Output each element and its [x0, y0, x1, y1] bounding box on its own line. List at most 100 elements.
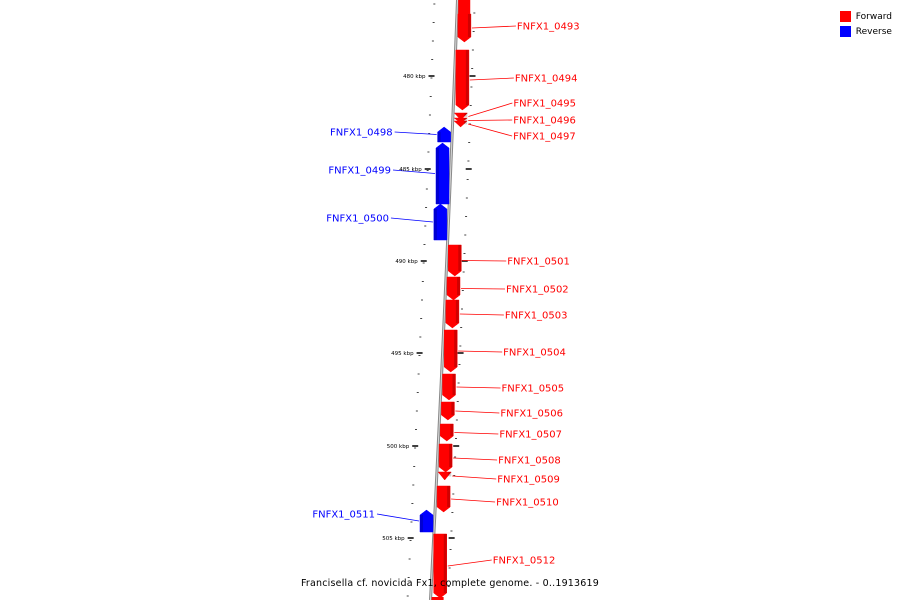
gene-label: FNFX1_0504	[503, 348, 566, 359]
gene-arrow	[445, 299, 460, 329]
leader-line	[469, 77, 514, 81]
leader-line	[462, 260, 507, 262]
leader-line	[456, 386, 501, 389]
gene-label: FNFX1_0503	[505, 311, 568, 322]
gene-arrow	[433, 203, 448, 241]
gene-arrow	[435, 142, 450, 205]
gene-arrow	[453, 112, 468, 121]
gene-arrow	[436, 485, 451, 513]
gene-shade	[465, 50, 469, 105]
leader-line	[471, 25, 516, 29]
gene-arrow	[453, 117, 468, 124]
gene-shade	[443, 534, 447, 593]
gene-shade	[467, 14, 471, 37]
gene-shade	[451, 402, 455, 415]
gene-shade	[450, 424, 454, 436]
gene-shade	[448, 472, 452, 477]
gene-shade	[455, 300, 459, 323]
gene-label: FNFX1_0501	[507, 257, 570, 268]
leader-line	[451, 498, 496, 503]
leader-line	[468, 119, 513, 121]
leader-line	[376, 513, 420, 522]
leader-line	[458, 350, 503, 353]
scale-label: 480 kbp	[403, 74, 426, 80]
gene-arrow	[455, 49, 470, 111]
gene-arrow	[457, 13, 472, 43]
leader-line	[390, 217, 433, 223]
scale-ticks	[406, 3, 476, 597]
gene-shade	[420, 515, 424, 532]
leader-line	[459, 313, 504, 316]
leader-line	[467, 123, 513, 137]
gene-label: FNFX1_0496	[513, 116, 576, 127]
leader-line	[454, 432, 499, 435]
leader-line	[453, 457, 498, 461]
scale-label: 500 kbp	[387, 444, 410, 450]
gene-label: FNFX1_0498	[330, 128, 393, 139]
gene-shade	[464, 113, 468, 117]
leader-line	[468, 102, 513, 117]
gene-label: FNFX1_0507	[499, 430, 562, 441]
gene-arrow	[443, 329, 458, 373]
gene-arrow	[446, 276, 461, 301]
gene-shade	[458, 245, 462, 271]
legend-label-reverse: Reverse	[855, 26, 892, 37]
gene-arrow	[448, 244, 462, 277]
gene-arrow	[437, 471, 452, 481]
gene-label: FNFX1_0512	[493, 556, 556, 567]
scale-label: 505 kbp	[382, 536, 405, 542]
leader-line	[452, 475, 497, 480]
gene-label: FNFX1_0511	[312, 510, 375, 521]
gene-label: FNFX1_0502	[506, 285, 569, 296]
gene-arrow	[438, 443, 453, 473]
gene-label: FNFX1_0500	[326, 214, 389, 225]
forward-swatch	[839, 11, 851, 22]
gene-shade	[436, 148, 440, 204]
backbone-highlight	[430, 0, 458, 600]
gene-arrow	[433, 533, 447, 599]
gene-label: FNFX1_0509	[497, 475, 560, 486]
gene-label: FNFX1_0508	[498, 456, 561, 467]
gene-shade	[454, 330, 458, 367]
legend-item-forward: Forward	[839, 9, 892, 24]
gene-label: FNFX1_0497	[513, 132, 576, 143]
leader-line	[392, 169, 436, 174]
gene-arrow	[441, 401, 455, 421]
gene-shade	[464, 121, 468, 125]
gene-arrow	[442, 373, 456, 401]
gene-arrow	[437, 126, 451, 143]
gene-shade	[464, 118, 468, 121]
gene-label: FNFX1_0506	[500, 409, 563, 420]
reverse-swatch	[839, 26, 851, 37]
gene-shade	[433, 209, 437, 240]
scale-label: 485 kbp	[399, 167, 422, 173]
gene-shade	[447, 486, 451, 507]
gene-shade	[452, 374, 456, 395]
gene-arrow	[431, 597, 444, 600]
gene-shade	[437, 132, 441, 142]
leader-line	[455, 410, 500, 414]
gene-arrow	[440, 423, 454, 442]
gene-features: FNFX1_0493 FNFX1_0494 FNFX1_0495 FNFX1_0496…	[312, 0, 580, 600]
scale-label: 490 kbp	[395, 259, 418, 265]
gene-arrow	[453, 120, 468, 128]
gene-label: FNFX1_0493	[517, 22, 580, 33]
leader-line	[394, 131, 437, 135]
legend-label-forward: Forward	[855, 11, 892, 22]
gene-label: FNFX1_0495	[513, 99, 576, 110]
scale-labels: 480 kbp 485 kbp 490 kbp 495 kbp 500 kbp 505 k…	[382, 74, 426, 542]
gene-label: FNFX1_0494	[515, 74, 578, 85]
gene-arrow	[458, 0, 471, 14]
gene-arrow	[419, 509, 434, 533]
legend-item-reverse: Reverse	[839, 24, 892, 39]
gene-label: FNFX1_0505	[502, 384, 565, 395]
gene-shade	[449, 444, 453, 467]
legend: Forward Reverse	[839, 9, 892, 39]
gene-shade	[457, 277, 461, 295]
leader-line	[461, 288, 506, 290]
gene-label: FNFX1_0510	[496, 498, 559, 509]
genome-caption: Francisella cf. novicida Fx1, complete g…	[300, 578, 600, 589]
scale-label: 495 kbp	[391, 351, 414, 357]
gene-label: FNFX1_0499	[328, 166, 391, 177]
